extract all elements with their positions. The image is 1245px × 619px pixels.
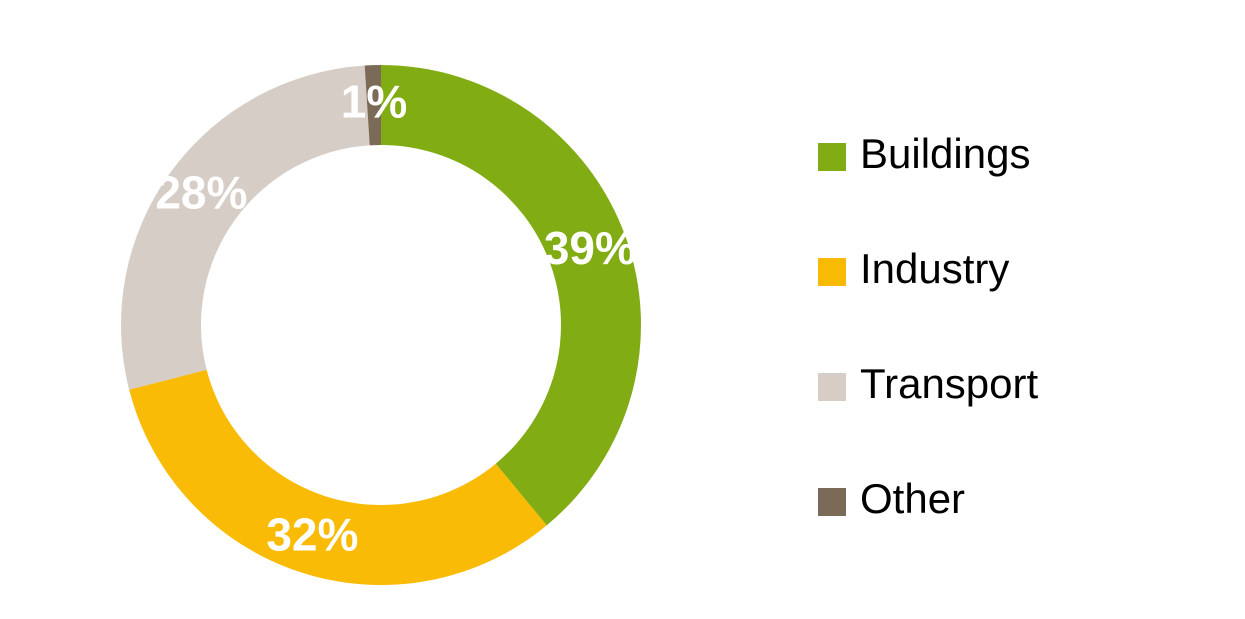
legend-swatch — [818, 488, 846, 516]
legend-swatch — [818, 143, 846, 171]
legend-label: Transport — [860, 360, 1039, 407]
donut-slice — [364, 65, 381, 146]
donut-slice — [381, 65, 641, 526]
value-label: 32% — [266, 508, 358, 560]
legend-label: Buildings — [860, 130, 1030, 177]
donut-slice — [120, 65, 370, 390]
legend-label: Industry — [860, 245, 1009, 292]
value-label: 1% — [341, 75, 407, 127]
donut-slice — [129, 369, 547, 585]
legend-label: Other — [860, 475, 965, 522]
value-label: 28% — [155, 167, 247, 219]
legend-swatch — [818, 258, 846, 286]
value-label: 39% — [544, 222, 636, 274]
legend-swatch — [818, 373, 846, 401]
